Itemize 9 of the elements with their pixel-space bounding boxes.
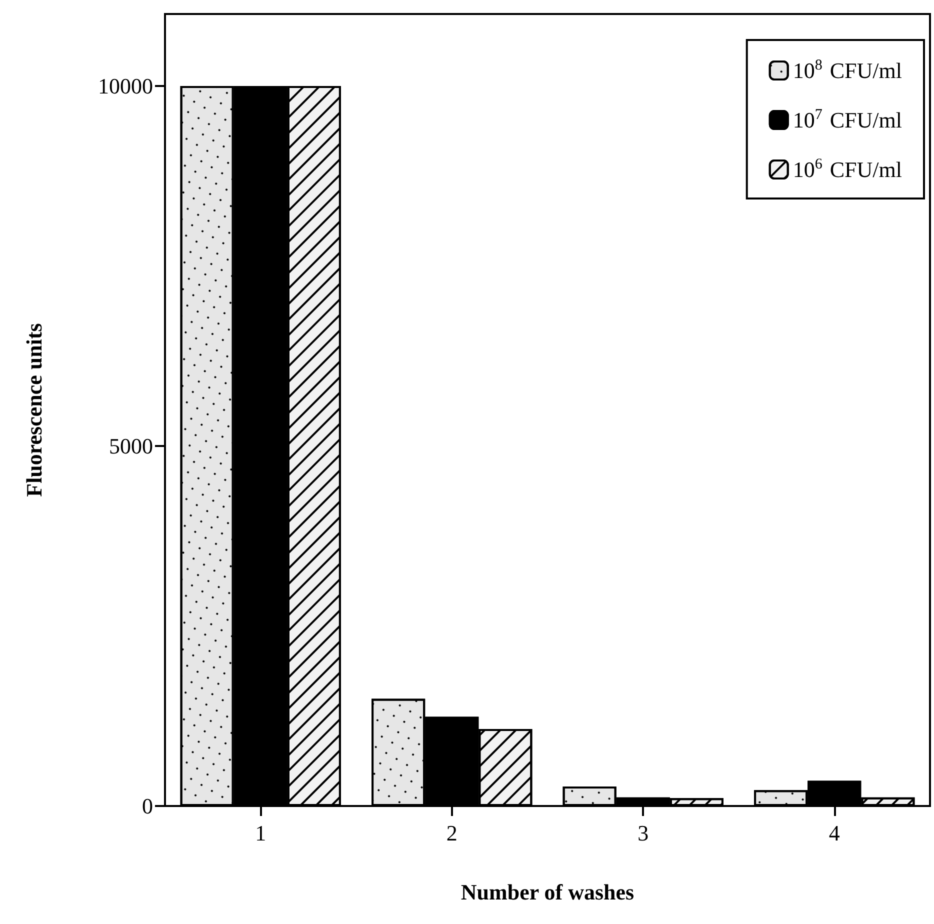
x-axis-title: Number of washes xyxy=(460,880,635,904)
y-tick-label: 0 xyxy=(142,794,153,818)
y-tick-label: 5000 xyxy=(109,434,153,458)
x-tick-label: 3 xyxy=(638,820,649,846)
x-tick-label: 2 xyxy=(446,820,458,846)
x-tick-label: 4 xyxy=(828,820,840,846)
x-tick-label: 1 xyxy=(255,820,266,846)
y-axis-title: Fluorescence units xyxy=(22,322,46,497)
y-tick-label: 10000 xyxy=(98,74,153,98)
